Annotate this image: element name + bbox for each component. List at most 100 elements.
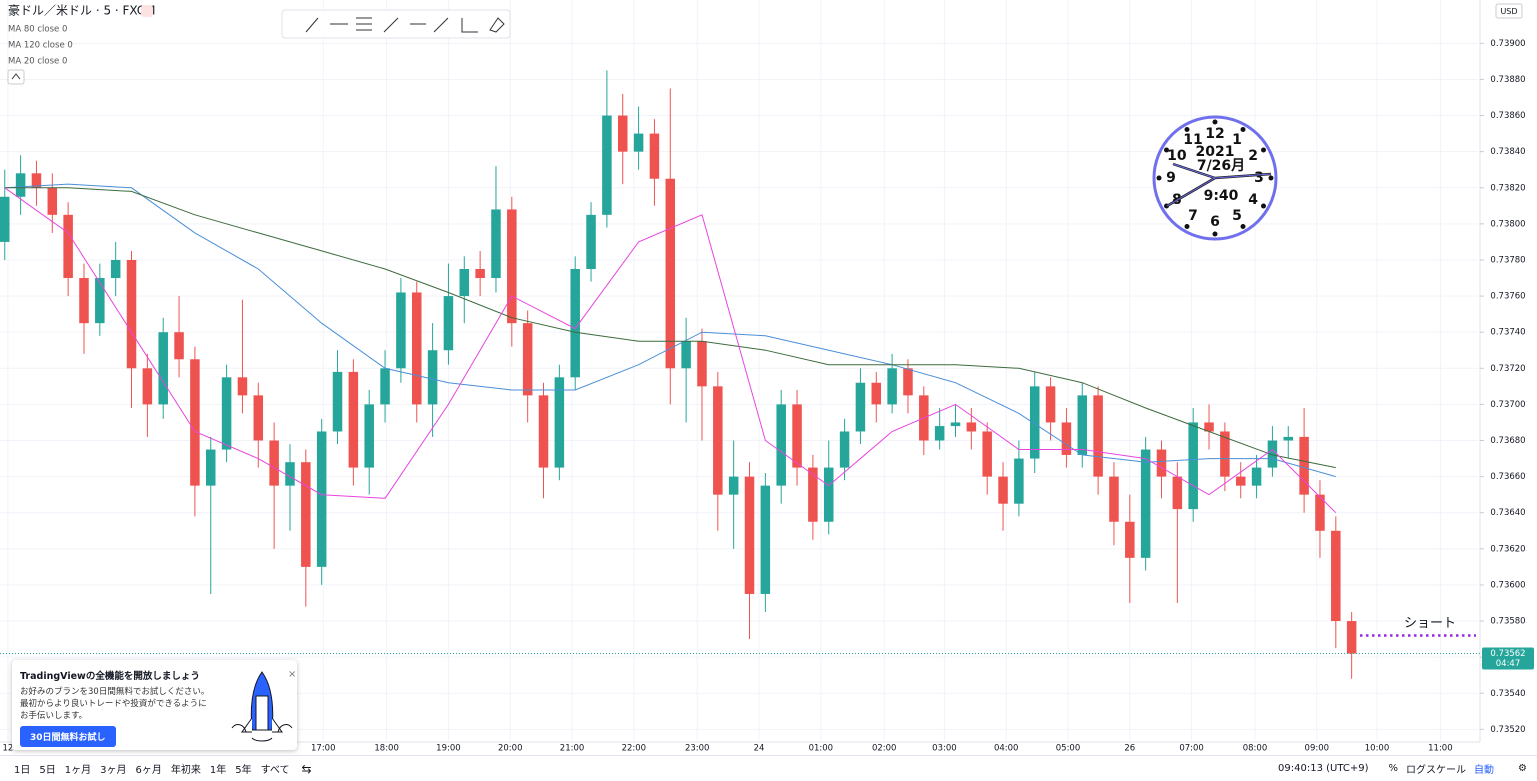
bottom-toolbar: 1日 5日 1ヶ月 3ヶ月 6ヶ月 年初来 1年 5年 すべて ⇆ 09:40:13 (UTC+… [0,755,1537,781]
candle-body [364,404,374,468]
range-button[interactable]: 1年 [209,765,227,776]
y-tick-label: 0.73780 [1490,255,1525,265]
clock-dot [1156,175,1162,181]
clock-dot [1240,127,1246,133]
candle-body [396,292,406,369]
countdown: 04:47 [1496,659,1521,669]
clock-dot [1164,147,1170,153]
clock-time: 9:40 [1204,188,1239,204]
y-tick-label: 0.73700 [1490,400,1525,410]
legend-entry: MA 20 close 0 [8,57,67,67]
candle-body [744,476,755,594]
candle-body [1283,436,1294,441]
candle-body [1235,476,1246,486]
settings-icon[interactable]: ⚙ [1518,763,1527,774]
range-button[interactable]: 年初来 [170,765,201,776]
collapse-icon [11,73,21,80]
promo-button[interactable]: 30日間無料お試し [20,726,116,747]
drawing-toolbar [281,9,511,39]
ranges: 1日 5日 1ヶ月 3ヶ月 6ヶ月 年初来 1年 5年 すべて [6,761,290,776]
range-button[interactable]: 1ヶ月 [64,765,92,776]
candle-body [522,323,533,396]
candle-body [570,268,580,378]
x-tick-label: 26 [1124,744,1135,754]
clock-number: 6 [1210,214,1220,230]
x-tick-label: 10:00 [1365,744,1390,754]
clock-number: 11 [1183,132,1202,148]
collapse-button[interactable] [7,69,25,85]
candle-body [1125,521,1135,558]
candle-body [285,462,295,486]
status-icon [141,5,153,17]
promo-title: TradingViewの全機能を開放しましょう [20,671,200,682]
symbol-title: 豪ドル／米ドル · 5 · FXCM [8,3,156,18]
candle-body [617,115,628,152]
candle-body [491,209,501,279]
clock-date: 7/26月 [1197,158,1245,174]
candle-body [459,268,470,297]
candle-body [269,440,279,486]
candle-body [1331,530,1341,622]
candle-body [1014,458,1024,504]
log-toggle[interactable]: ログスケール [1406,765,1467,776]
x-tick-label: 24 [754,744,765,754]
range-button[interactable]: 5日 [39,765,56,776]
y-tick-label: 0.73620 [1490,544,1525,554]
candle-body [316,431,327,567]
candle-body [966,422,977,432]
candle-body [728,476,739,495]
candle-body [538,395,549,468]
candle-body [697,341,707,387]
candle-body [237,377,248,396]
candle-body [443,296,454,351]
candle-body [808,467,818,522]
y-tick-label: 0.73840 [1490,147,1525,157]
candle-body [332,371,343,432]
candle-body [1346,621,1357,654]
range-button[interactable]: すべて [260,765,290,776]
candle-body [792,404,802,468]
candle-body [887,368,897,405]
promo-popup: TradingViewの全機能を開放しましょう お好みのプランを30日間無料でお… [12,660,297,750]
clock-number: 2 [1248,148,1258,164]
ma-line [4,183,1336,478]
candle-body [554,377,565,468]
chart: 豪ドル／米ドル · 5 · FXCM USD 12 123456789101120… [0,0,1534,754]
clock-dot [1268,175,1274,181]
range-button[interactable]: 6ヶ月 [135,765,162,776]
legend-entry: MA 80 close 0 [8,25,67,35]
y-tick-label: 0.73600 [1490,580,1525,590]
promo-line: 最初からより良いトレードや投資ができるように [20,699,207,709]
candle-body [950,422,961,427]
compare-icon[interactable]: ⇆ [301,761,312,776]
currency-box[interactable] [1495,3,1523,19]
annotation-text: ショート [1404,616,1456,631]
clock-dot [1260,203,1266,209]
candle-body [760,485,771,594]
last-price-label: 0.73562 [1490,649,1525,659]
y-tick-label: 0.73680 [1490,436,1525,446]
clock-number: 7 [1188,208,1198,224]
clock-dot [1184,223,1190,229]
clock-hands-inner [1166,163,1272,207]
candle-body [1188,422,1198,510]
x-tick-label: 02:00 [872,744,897,754]
candle-body [507,209,517,324]
candle-body [839,431,850,468]
auto-toggle[interactable]: 自動 [1474,765,1495,776]
range-button[interactable]: 3ヶ月 [100,765,127,776]
clock-number: 1 [1232,132,1242,148]
x-tick-label: 03:00 [932,744,957,754]
y-tick-label: 0.73820 [1490,183,1525,193]
range-button[interactable]: 1日 [14,765,31,776]
candle-body [1029,386,1040,459]
range-button[interactable]: 5年 [235,765,252,776]
tool-icons[interactable] [305,17,505,33]
percent-toggle[interactable]: % [1388,763,1399,774]
y-tick-label: 0.73660 [1490,472,1525,482]
candle-body [934,426,945,441]
y-tick-label: 0.73880 [1490,75,1525,85]
candle-body [1140,449,1151,558]
candle-body [15,173,26,197]
